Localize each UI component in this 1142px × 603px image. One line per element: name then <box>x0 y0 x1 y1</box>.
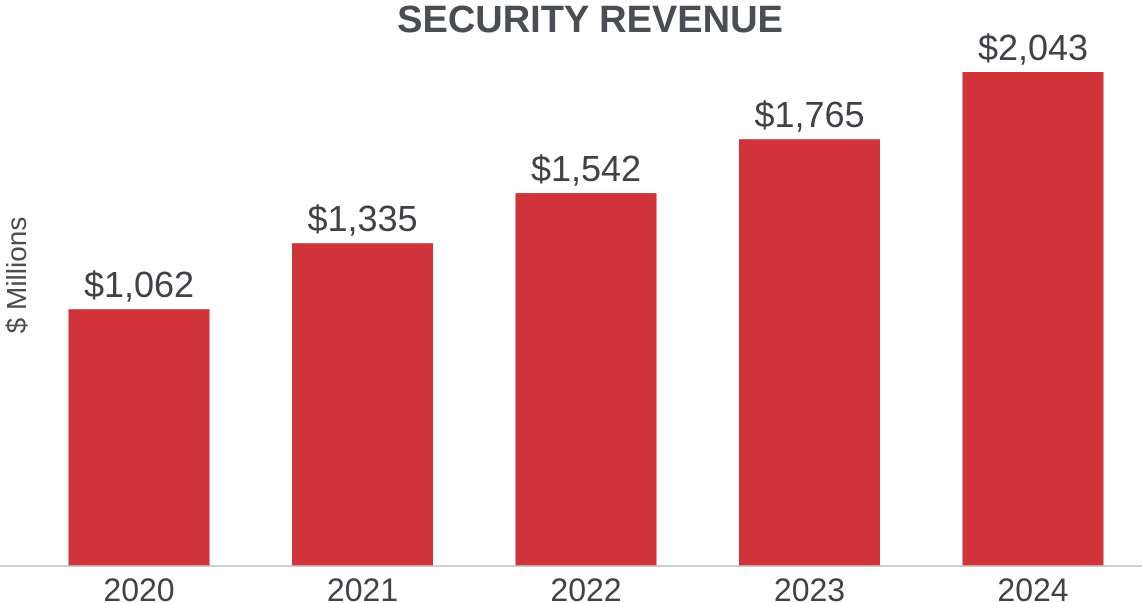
x-tick-label-2021: 2021 <box>327 572 398 603</box>
bar-2021 <box>292 243 433 566</box>
bar-2023 <box>739 139 880 566</box>
data-label-2021: $1,335 <box>307 198 417 239</box>
data-label-2020: $1,062 <box>84 264 194 305</box>
chart-title: SECURITY REVENUE <box>397 0 783 41</box>
bar-2020 <box>68 309 210 566</box>
bar-2024 <box>962 72 1104 566</box>
x-tick-label-2024: 2024 <box>997 572 1068 603</box>
data-label-2022: $1,542 <box>531 148 641 189</box>
x-tick-label-2020: 2020 <box>103 572 174 603</box>
data-label-2024: $2,043 <box>978 27 1088 68</box>
y-axis-label: $ Millions <box>1 217 32 334</box>
data-label-2023: $1,765 <box>754 94 864 135</box>
x-tick-label-2023: 2023 <box>774 572 845 603</box>
bar-2022 <box>515 193 657 566</box>
bars-group: $1,062 2020 $1,335 2021 $1,542 2022 $1,765 2023… <box>68 27 1104 603</box>
x-tick-label-2022: 2022 <box>550 572 621 603</box>
